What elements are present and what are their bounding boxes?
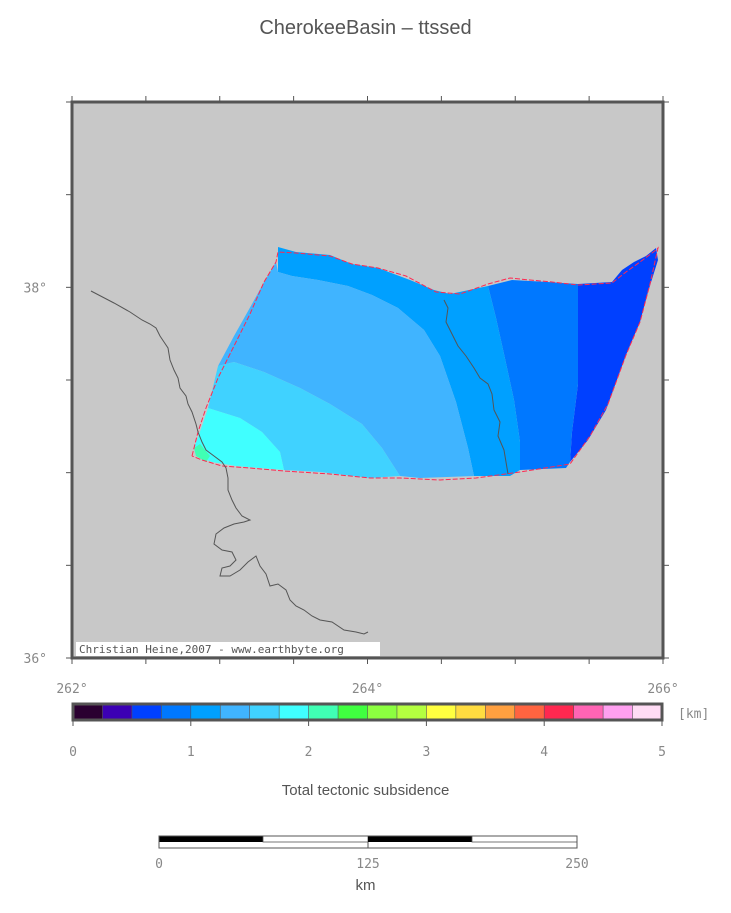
basin-zone-medium-blue (488, 280, 578, 470)
colorbar-ticks: 0 1 2 3 4 5 (69, 720, 666, 760)
basin-zone-sky-blue (218, 262, 474, 478)
scale-label-250: 250 (565, 857, 588, 872)
basin-subsidence-grid (191, 246, 659, 481)
colorbar-tick-label: 2 (305, 745, 313, 760)
colorbar-swatch (544, 704, 574, 720)
colorbar-swatch (396, 704, 427, 720)
colorbar-swatch (603, 704, 633, 720)
colorbar-frame (71, 702, 664, 722)
colorbar-swatch (279, 704, 309, 720)
colorbar-tick-label: 4 (540, 745, 548, 760)
map-title: CherokeeBasin – ttssed (259, 17, 472, 39)
x-tick-label: 264° (352, 682, 383, 697)
colorbar-swatch (426, 704, 457, 720)
frame-ticks (66, 96, 669, 664)
colorbar-tick-label: 0 (69, 745, 77, 760)
scale-bar-segment (368, 836, 472, 842)
colorbar-tick-label: 5 (658, 745, 666, 760)
basin-zone-cyan (194, 408, 284, 470)
colorbar-tick-label: 3 (422, 745, 430, 760)
colorbar-swatch (73, 704, 103, 720)
colorbar-swatch (514, 704, 545, 720)
river-tributary (443, 299, 509, 475)
colorbar: [km] (71, 702, 709, 722)
axis-labels: 262° 264° 266° 38° 36° (24, 281, 679, 697)
colorbar-swatch (161, 704, 192, 720)
river-line (90, 290, 369, 635)
colorbar-swatch (220, 704, 250, 720)
colorbar-unit: [km] (678, 707, 709, 722)
colorbar-swatch (632, 704, 663, 720)
basin-zone-green-corner (194, 444, 210, 462)
scale-bar-segment (471, 835, 578, 843)
x-tick-label: 262° (56, 682, 87, 697)
colorbar-swatch (485, 704, 516, 720)
colorbar-swatch (338, 704, 368, 720)
basin-zone-azure (278, 247, 520, 476)
colorbar-swatch (102, 704, 133, 720)
y-tick-label: 38° (24, 281, 47, 296)
scale-label-0: 0 (155, 857, 163, 872)
colorbar-tick-label: 1 (187, 745, 195, 760)
scale-bar-segment (262, 835, 369, 843)
scale-bar-segment (159, 836, 263, 842)
basin-outline (191, 246, 659, 481)
colorbar-swatch (455, 704, 486, 720)
basin-zone-deep-blue (570, 248, 658, 462)
y-tick-label: 36° (24, 652, 47, 667)
x-tick-label: 266° (647, 682, 678, 697)
colorbar-swatch (131, 704, 162, 720)
colorbar-swatch (190, 704, 221, 720)
colorbar-caption: Total tectonic subsidence (281, 782, 450, 799)
colorbar-swatch (308, 704, 339, 720)
credit-text: Christian Heine,2007 - www.earthbyte.org (79, 643, 344, 656)
scale-bar: 0 125 250 (155, 835, 589, 872)
colorbar-swatch (573, 704, 604, 720)
credit-box (76, 642, 380, 656)
colorbar-swatch (249, 704, 280, 720)
scale-label-125: 125 (356, 857, 379, 872)
colorbar-swatch (367, 704, 398, 720)
basin-zone-pale-cyan (208, 362, 400, 478)
scale-unit: km (355, 877, 376, 894)
